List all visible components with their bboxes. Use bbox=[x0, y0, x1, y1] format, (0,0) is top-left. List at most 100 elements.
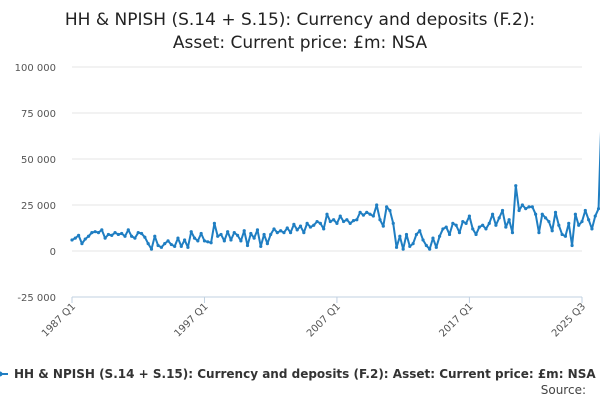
data-point[interactable] bbox=[202, 239, 207, 243]
data-point[interactable] bbox=[159, 245, 164, 249]
data-point[interactable] bbox=[434, 245, 438, 249]
data-point[interactable] bbox=[96, 231, 101, 235]
data-point[interactable] bbox=[120, 231, 124, 236]
data-point[interactable] bbox=[209, 241, 213, 245]
data-point[interactable] bbox=[242, 229, 246, 233]
data-point[interactable] bbox=[235, 233, 240, 237]
data-point[interactable] bbox=[557, 223, 561, 227]
data-point[interactable] bbox=[494, 223, 498, 227]
data-point[interactable] bbox=[288, 231, 293, 235]
data-point[interactable] bbox=[73, 236, 77, 240]
data-point[interactable] bbox=[484, 227, 488, 231]
data-point[interactable] bbox=[540, 212, 544, 216]
data-point[interactable] bbox=[388, 208, 392, 213]
data-point[interactable] bbox=[550, 229, 554, 233]
data-point[interactable] bbox=[269, 232, 273, 237]
data-point[interactable] bbox=[325, 212, 329, 216]
data-point[interactable] bbox=[255, 228, 260, 232]
data-point[interactable] bbox=[149, 247, 154, 251]
data-point[interactable] bbox=[444, 225, 448, 229]
data-point[interactable] bbox=[302, 231, 306, 235]
data-point[interactable] bbox=[368, 212, 372, 216]
data-point[interactable] bbox=[361, 213, 366, 217]
data-point[interactable] bbox=[86, 234, 91, 238]
data-point[interactable] bbox=[252, 236, 256, 240]
data-point[interactable] bbox=[110, 233, 114, 237]
data-point[interactable] bbox=[249, 231, 253, 236]
data-point[interactable] bbox=[385, 205, 389, 209]
data-point[interactable] bbox=[401, 247, 405, 251]
data-point[interactable] bbox=[404, 232, 409, 237]
data-point[interactable] bbox=[179, 244, 183, 248]
data-point[interactable] bbox=[421, 238, 425, 242]
data-point[interactable] bbox=[358, 210, 362, 214]
data-point[interactable] bbox=[477, 225, 481, 229]
data-point[interactable] bbox=[169, 242, 173, 247]
data-point[interactable] bbox=[90, 231, 94, 235]
data-point[interactable] bbox=[424, 243, 428, 248]
data-point[interactable] bbox=[487, 221, 491, 225]
data-point[interactable] bbox=[510, 231, 515, 235]
data-point[interactable] bbox=[471, 227, 475, 231]
data-point[interactable] bbox=[70, 238, 74, 242]
data-point[interactable] bbox=[596, 207, 600, 211]
data-point[interactable] bbox=[497, 216, 501, 220]
data-point[interactable] bbox=[275, 231, 279, 235]
data-point[interactable] bbox=[322, 227, 326, 231]
data-point[interactable] bbox=[216, 234, 220, 238]
data-point[interactable] bbox=[219, 232, 223, 237]
data-point[interactable] bbox=[391, 221, 395, 225]
data-point[interactable] bbox=[587, 218, 591, 222]
data-point[interactable] bbox=[378, 218, 382, 222]
data-point[interactable] bbox=[520, 203, 524, 207]
data-point[interactable] bbox=[398, 234, 402, 238]
data-point[interactable] bbox=[282, 231, 286, 235]
data-point[interactable] bbox=[451, 221, 455, 225]
data-point[interactable] bbox=[133, 236, 137, 240]
data-point[interactable] bbox=[365, 210, 369, 214]
data-point[interactable] bbox=[153, 234, 157, 238]
data-point[interactable] bbox=[464, 221, 468, 225]
data-point[interactable] bbox=[173, 244, 177, 248]
data-point[interactable] bbox=[573, 212, 577, 216]
data-point[interactable] bbox=[259, 244, 263, 248]
data-point[interactable] bbox=[308, 225, 313, 229]
data-point[interactable] bbox=[186, 245, 190, 249]
data-point[interactable] bbox=[461, 219, 465, 224]
data-point[interactable] bbox=[292, 222, 296, 226]
data-point[interactable] bbox=[100, 228, 104, 232]
data-point[interactable] bbox=[567, 221, 571, 225]
data-point[interactable] bbox=[103, 236, 107, 240]
data-point[interactable] bbox=[583, 208, 587, 213]
data-point[interactable] bbox=[189, 230, 193, 234]
data-point[interactable] bbox=[163, 242, 167, 246]
data-point[interactable] bbox=[467, 214, 471, 218]
data-point[interactable] bbox=[176, 236, 180, 240]
data-point[interactable] bbox=[553, 210, 558, 214]
data-point[interactable] bbox=[77, 233, 81, 237]
data-point[interactable] bbox=[315, 219, 319, 224]
data-point[interactable] bbox=[517, 208, 521, 213]
data-point[interactable] bbox=[438, 234, 442, 238]
legend[interactable]: HH & NPISH (S.14 + S.15): Currency and d… bbox=[0, 367, 596, 381]
data-point[interactable] bbox=[229, 238, 233, 242]
data-point[interactable] bbox=[348, 221, 352, 225]
data-point[interactable] bbox=[116, 232, 120, 237]
data-point[interactable] bbox=[514, 184, 518, 188]
data-point[interactable] bbox=[341, 219, 346, 224]
data-point[interactable] bbox=[265, 242, 269, 246]
data-point[interactable] bbox=[474, 232, 478, 237]
data-point[interactable] bbox=[345, 218, 349, 222]
data-point[interactable] bbox=[245, 243, 250, 248]
data-point[interactable] bbox=[206, 240, 210, 244]
legend-label[interactable]: HH & NPISH (S.14 + S.15): Currency and d… bbox=[14, 367, 596, 381]
data-point[interactable] bbox=[166, 239, 170, 243]
data-point[interactable] bbox=[262, 232, 266, 237]
data-point[interactable] bbox=[481, 223, 485, 227]
data-point[interactable] bbox=[507, 218, 511, 222]
data-point[interactable] bbox=[146, 242, 150, 246]
data-point[interactable] bbox=[106, 232, 111, 237]
data-point[interactable] bbox=[93, 230, 97, 234]
data-point[interactable] bbox=[126, 228, 130, 232]
data-point[interactable] bbox=[183, 238, 187, 242]
